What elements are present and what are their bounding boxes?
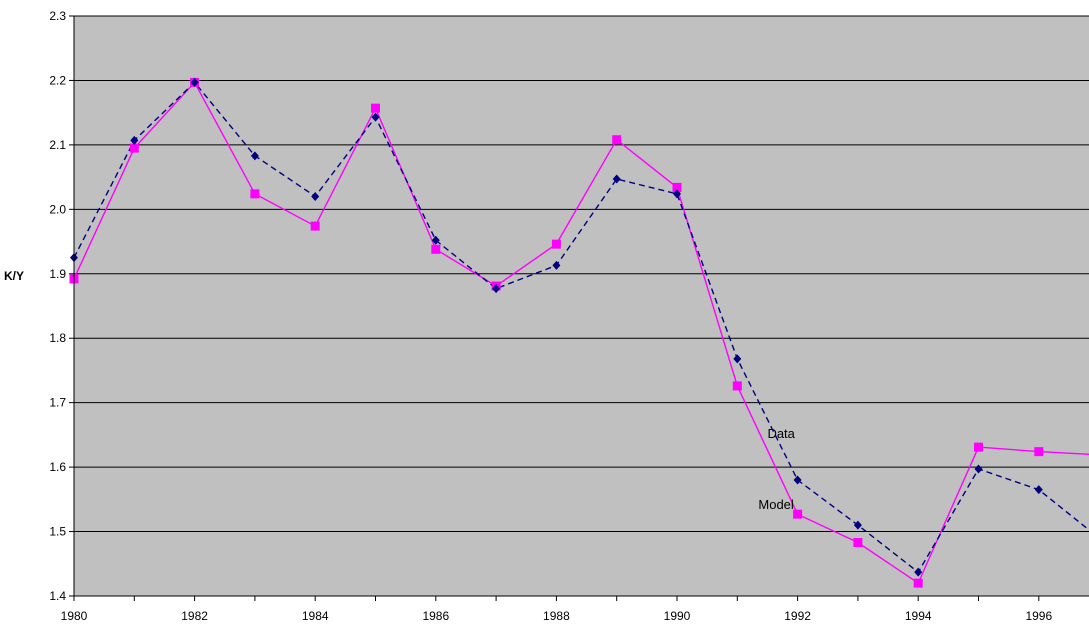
annotations: Data Model <box>758 426 795 512</box>
series-line-1 <box>73 81 1089 585</box>
series-2-point <box>130 135 139 145</box>
series-1-point <box>250 189 260 199</box>
series-2-point <box>552 260 561 270</box>
series-2-point <box>371 112 380 122</box>
series-2-point <box>974 464 983 474</box>
x-tick-label: 1994 <box>905 609 932 623</box>
gridlines <box>74 15 1089 533</box>
series-line-2 <box>73 81 1089 574</box>
series-1-point <box>431 244 441 254</box>
series-1-point <box>129 143 139 153</box>
series-2-point <box>250 151 259 161</box>
series-1-point <box>732 381 742 391</box>
y-tick-label: 2.0 <box>49 202 66 216</box>
series-1-point <box>371 103 380 113</box>
x-tick-label: 1982 <box>181 609 208 623</box>
series-2-point <box>431 235 440 245</box>
x-tick-label: 1988 <box>543 609 570 623</box>
series-2-point <box>612 174 621 184</box>
y-tick-label: 1.6 <box>49 460 66 474</box>
series-1-point <box>853 538 863 548</box>
y-tick-label: 1.5 <box>49 525 66 539</box>
y-tick-label: 1.7 <box>49 396 66 410</box>
series-2-point <box>793 475 802 485</box>
series-2-point <box>1034 485 1043 495</box>
y-tick-label: 1.8 <box>49 331 66 345</box>
series-1-point <box>793 509 803 519</box>
annotation-data: Data <box>767 426 795 441</box>
series-2-point <box>733 354 742 364</box>
y-axis-title: K/Y <box>4 269 24 283</box>
series-2-point <box>914 567 923 577</box>
y-tick-label: 2.3 <box>49 9 66 23</box>
x-tick-label: 1986 <box>422 609 449 623</box>
y-tick-label: 2.1 <box>49 138 66 152</box>
series-2-point <box>190 77 199 87</box>
series-1-point <box>551 239 561 249</box>
x-tick-label: 1980 <box>61 609 88 623</box>
x-tick-label: 1996 <box>1025 609 1052 623</box>
x-tick-label: 1992 <box>784 609 811 623</box>
series-2-point <box>311 191 320 201</box>
series-2-point <box>673 189 681 199</box>
series-1-point <box>1034 447 1044 457</box>
x-tick-label: 1990 <box>664 609 691 623</box>
plot-area <box>74 16 1089 596</box>
series-lines <box>73 81 1089 585</box>
series-1-point <box>974 442 983 452</box>
y-tick-label: 1.4 <box>49 589 66 603</box>
series-2-point <box>492 284 501 294</box>
series-1-point <box>913 578 923 588</box>
x-tick-label: 1984 <box>302 609 329 623</box>
y-tick-label: 1.9 <box>49 267 66 281</box>
y-tick-label: 2.2 <box>49 73 66 87</box>
series-1-point <box>672 182 682 192</box>
annotation-model: Model <box>758 497 794 512</box>
series-1-point <box>310 221 320 231</box>
axis-ticks: 1.4 1.5 1.6 1.7 1.8 1.9 2.0 2.1 2.2 2.3 1980 1982 19… <box>49 9 1052 623</box>
series-1-point <box>612 135 622 145</box>
series-2-point <box>853 520 862 530</box>
